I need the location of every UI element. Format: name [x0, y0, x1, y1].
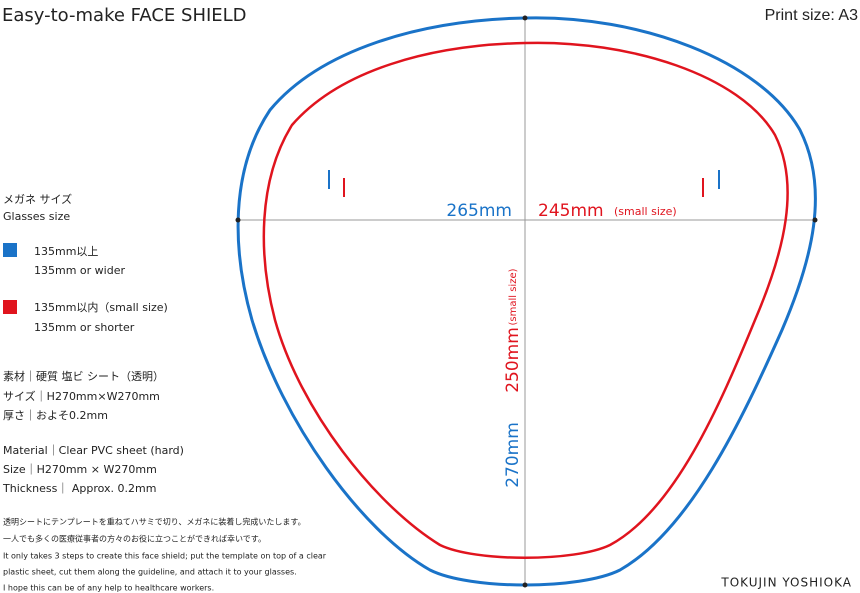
spec: サイズ｜H270mm×W270mm [3, 389, 160, 403]
legend-label: 135mm or wider [34, 264, 125, 277]
title: Easy-to-make FACE SHIELD [2, 5, 247, 26]
legend-label: 135mm以上 [34, 245, 98, 258]
dimension-note: (small size) [614, 205, 677, 218]
point [522, 582, 528, 588]
dimension-note: (small size) [508, 268, 519, 325]
outline-small [262, 41, 789, 559]
legend-label: 135mm or shorter [34, 321, 135, 334]
point [812, 217, 818, 223]
dimension: 245mm [538, 201, 604, 221]
glasses-heading: メガネ サイズ [3, 192, 72, 206]
legend-label: 135mm以内（small size) [34, 300, 168, 314]
print-size: Print size: A3 [765, 7, 858, 24]
dimension: 265mm [446, 201, 512, 221]
dimension: 270mm [503, 422, 523, 488]
point [235, 217, 241, 223]
dimension: 250mm [503, 327, 523, 393]
spec: Material｜Clear PVC sheet (hard) [3, 444, 184, 457]
spec: Size｜H270mm × W270mm [3, 463, 157, 476]
swatch [3, 243, 17, 257]
note: It only takes 3 steps to create this fac… [3, 552, 327, 561]
spec: Thickness｜ Approx. 0.2mm [2, 482, 156, 495]
glasses-heading: Glasses size [3, 210, 70, 223]
note: I hope this can be of any help to health… [3, 584, 214, 593]
point [522, 15, 528, 21]
spec: 素材｜硬質 塩ビ シート（透明） [3, 369, 164, 383]
note: 一人でも多くの医療従事者の方々のお役に立つことができれば幸いです。 [3, 534, 266, 544]
credit: TOKUJIN YOSHIOKA [720, 576, 852, 590]
outline-large [236, 16, 817, 587]
spec: 厚さ｜およそ0.2mm [3, 409, 108, 422]
swatch [3, 300, 17, 314]
note: 透明シートにテンプレートを重ねてハサミで切り、メガネに装着し完成いたします。 [3, 517, 306, 527]
note: plastic sheet, cut them along the guidel… [3, 568, 297, 577]
